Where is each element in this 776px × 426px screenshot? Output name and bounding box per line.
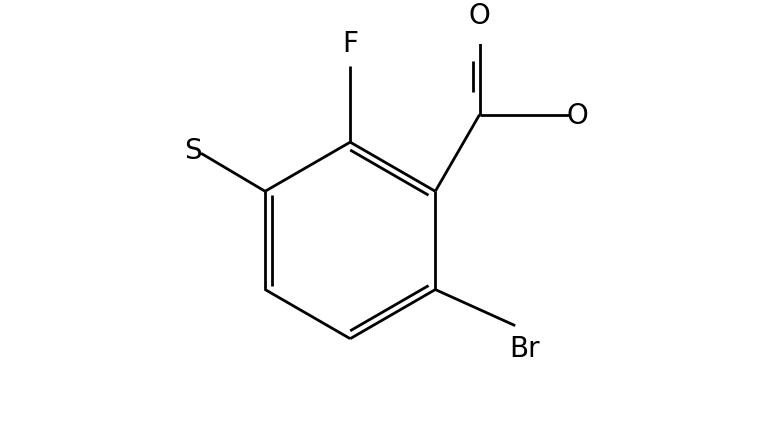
Text: O: O bbox=[469, 2, 490, 30]
Text: S: S bbox=[184, 136, 202, 164]
Text: F: F bbox=[342, 30, 359, 58]
Text: Br: Br bbox=[510, 334, 540, 363]
Text: O: O bbox=[567, 101, 589, 130]
